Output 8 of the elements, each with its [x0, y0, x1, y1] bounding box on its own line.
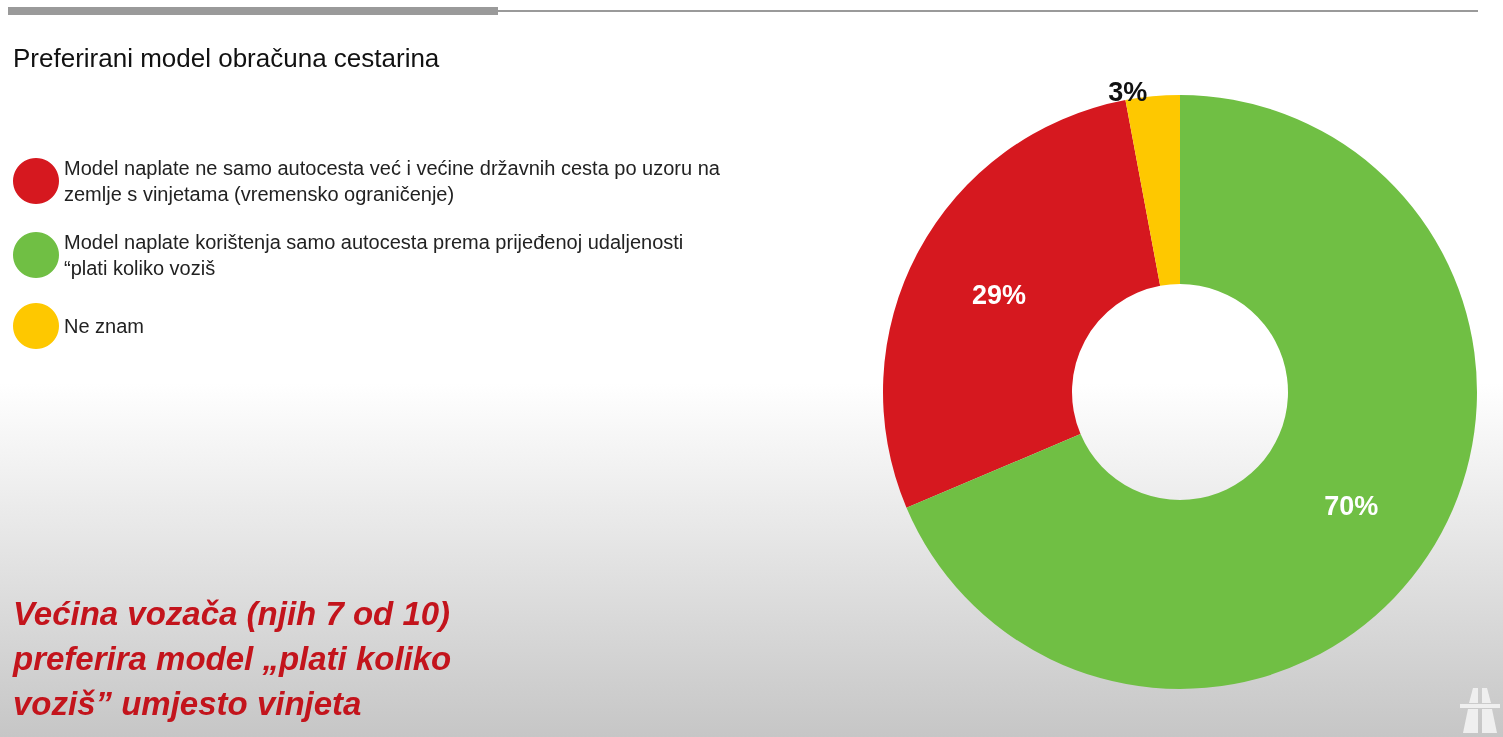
data-label: 70% — [1324, 490, 1379, 521]
chart-title: Preferirani model obračuna cestarina — [13, 43, 440, 73]
legend-label: Model naplate ne samo autocesta već i većine državnih cesta po uzoru na zemlje s vinjetama (vremensko ograničenje) — [64, 157, 726, 205]
legend-label: Ne znam — [64, 315, 145, 337]
data-label: 29% — [971, 279, 1026, 310]
data-label: 3% — [1108, 77, 1148, 108]
text: Većina vozača (njih 7 od 10) preferira model „plati koliko voziš” umjesto vinjeta — [12, 595, 461, 722]
legend-label: Model naplate korištenja samo autocesta prema prijeđenoj udaljenosti “plati koliko voziš — [64, 231, 689, 279]
